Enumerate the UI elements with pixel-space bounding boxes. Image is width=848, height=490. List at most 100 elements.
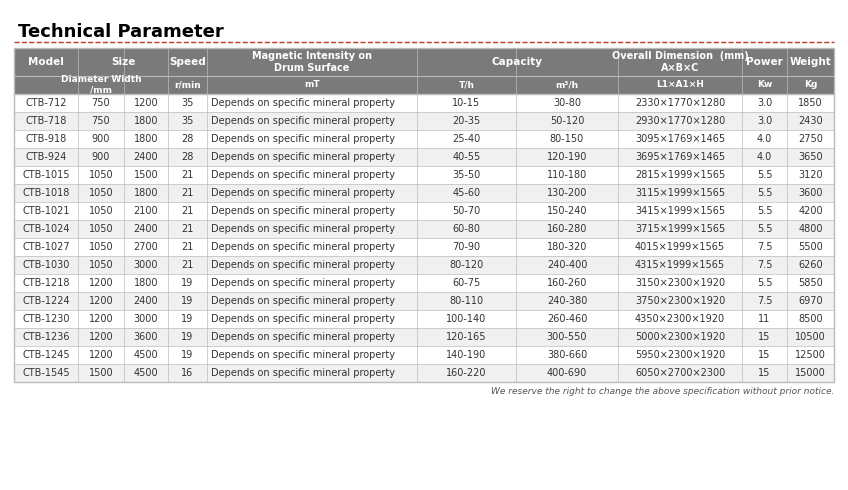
Text: 2700: 2700 [134,242,159,252]
Text: 19: 19 [181,350,193,360]
Text: 4200: 4200 [798,206,823,216]
Text: 1200: 1200 [134,98,159,108]
Bar [14,364,834,382]
Bar [14,48,834,76]
Text: 21: 21 [181,260,193,270]
Text: 40-55: 40-55 [452,152,481,162]
Text: 1050: 1050 [89,260,114,270]
Text: 1500: 1500 [89,368,114,378]
Text: 12500: 12500 [795,350,826,360]
Text: Depends on specific mineral property: Depends on specific mineral property [211,332,395,342]
Text: 120-190: 120-190 [547,152,587,162]
Text: 21: 21 [181,188,193,198]
Text: 1200: 1200 [89,278,114,288]
Text: 120-165: 120-165 [446,332,487,342]
Text: 21: 21 [181,206,193,216]
Text: 750: 750 [92,98,110,108]
Text: 400-690: 400-690 [547,368,587,378]
Text: 7.5: 7.5 [756,242,773,252]
Text: 300-550: 300-550 [547,332,588,342]
Text: CTB-1021: CTB-1021 [22,206,70,216]
Text: CTB-918: CTB-918 [25,134,67,144]
Text: 16: 16 [181,368,193,378]
Bar [14,112,834,130]
Text: We reserve the right to change the above specification without prior notice.: We reserve the right to change the above… [491,387,834,396]
Text: Kg: Kg [804,80,817,90]
Text: 2400: 2400 [134,152,159,162]
Text: 160-220: 160-220 [446,368,487,378]
Bar [14,256,834,274]
Text: 6260: 6260 [798,260,823,270]
Text: CTB-712: CTB-712 [25,98,67,108]
Text: 3695×1769×1465: 3695×1769×1465 [635,152,725,162]
Text: CTB-1236: CTB-1236 [22,332,70,342]
Text: 3415×1999×1565: 3415×1999×1565 [635,206,725,216]
Text: 7.5: 7.5 [756,260,773,270]
Bar [14,184,834,202]
Text: 160-260: 160-260 [547,278,587,288]
Text: 2100: 2100 [134,206,159,216]
Text: Weight: Weight [789,57,831,67]
Text: 20-35: 20-35 [452,116,481,126]
Text: 1050: 1050 [89,170,114,180]
Text: Overall Dimension  (mm)
A×B×C: Overall Dimension (mm) A×B×C [611,51,749,73]
Text: 80-120: 80-120 [449,260,483,270]
Text: Depends on specific mineral property: Depends on specific mineral property [211,116,395,126]
Text: 15: 15 [758,368,771,378]
Text: CTB-718: CTB-718 [25,116,67,126]
Text: 50-70: 50-70 [452,206,481,216]
Text: 3750×2300×1920: 3750×2300×1920 [635,296,725,306]
Bar [14,94,834,112]
Text: 1200: 1200 [89,350,114,360]
Text: 10500: 10500 [795,332,826,342]
Text: 28: 28 [181,134,193,144]
Text: 5.5: 5.5 [756,188,773,198]
Text: 4015×1999×1565: 4015×1999×1565 [635,242,725,252]
Text: Model: Model [28,57,64,67]
Text: 35-50: 35-50 [452,170,481,180]
Text: 30-80: 30-80 [553,98,581,108]
Text: 140-190: 140-190 [446,350,487,360]
Text: Diameter Width
/mm: Diameter Width /mm [61,75,142,95]
Text: 3150×2300×1920: 3150×2300×1920 [635,278,725,288]
Bar [14,202,834,220]
Text: 3600: 3600 [134,332,159,342]
Text: Depends on specific mineral property: Depends on specific mineral property [211,350,395,360]
Text: Depends on specific mineral property: Depends on specific mineral property [211,278,395,288]
Text: Technical Parameter: Technical Parameter [18,23,224,41]
Text: 21: 21 [181,224,193,234]
Text: 100-140: 100-140 [446,314,487,324]
Text: T/h: T/h [459,80,475,90]
Text: 45-60: 45-60 [453,188,481,198]
Text: 5.5: 5.5 [756,224,773,234]
Text: 6970: 6970 [798,296,823,306]
Text: Depends on specific mineral property: Depends on specific mineral property [211,206,395,216]
Text: 7.5: 7.5 [756,296,773,306]
Text: Depends on specific mineral property: Depends on specific mineral property [211,368,395,378]
Text: 1050: 1050 [89,206,114,216]
Text: 2750: 2750 [798,134,823,144]
Text: 5850: 5850 [798,278,823,288]
Text: 4.0: 4.0 [757,152,773,162]
Bar [14,346,834,364]
Text: 50-120: 50-120 [550,116,584,126]
Text: Depends on specific mineral property: Depends on specific mineral property [211,98,395,108]
Text: 2330×1770×1280: 2330×1770×1280 [635,98,725,108]
Text: 240-380: 240-380 [547,296,587,306]
Text: CTB-1245: CTB-1245 [22,350,70,360]
Bar [14,274,834,292]
Text: 2815×1999×1565: 2815×1999×1565 [635,170,725,180]
Bar [14,76,834,94]
Text: 15000: 15000 [795,368,826,378]
Text: 3000: 3000 [134,314,159,324]
Text: CTB-1027: CTB-1027 [22,242,70,252]
Text: 1200: 1200 [89,296,114,306]
Text: 80-110: 80-110 [449,296,483,306]
Text: Depends on specific mineral property: Depends on specific mineral property [211,170,395,180]
Text: 80-150: 80-150 [550,134,584,144]
Text: 1850: 1850 [798,98,823,108]
Text: 5950×2300×1920: 5950×2300×1920 [635,350,725,360]
Bar [14,130,834,148]
Text: 1200: 1200 [89,314,114,324]
Bar [14,220,834,238]
